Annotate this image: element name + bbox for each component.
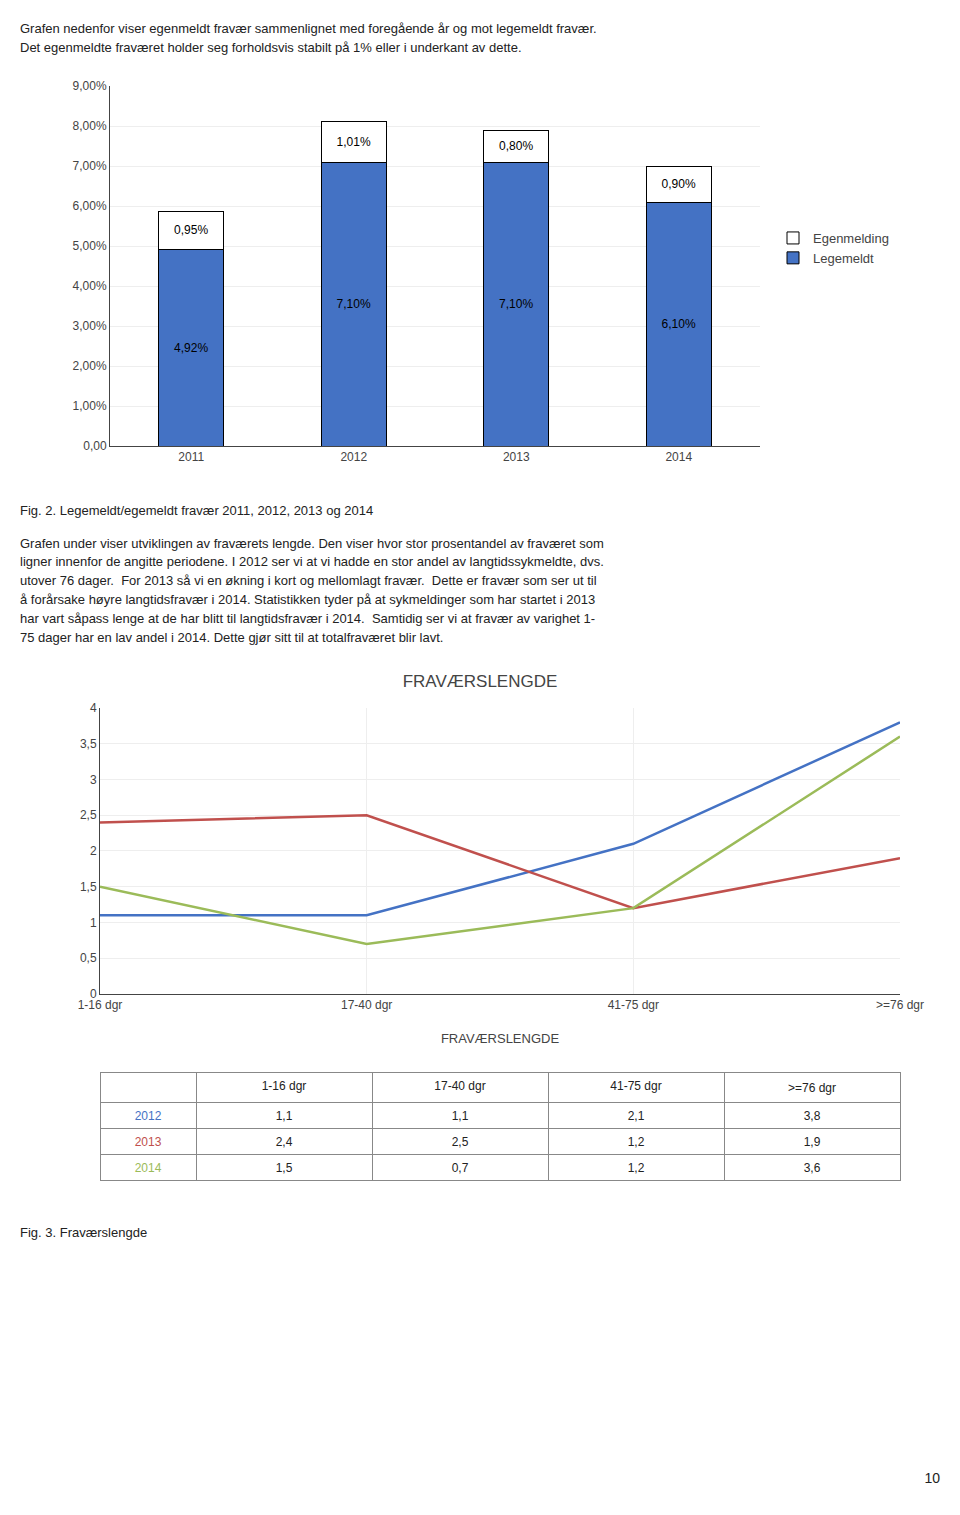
svg-text:2014: 2014 [665, 450, 692, 464]
svg-text:0,90%: 0,90% [662, 177, 696, 191]
svg-text:2012: 2012 [135, 1108, 162, 1122]
svg-text:41-75 dgr: 41-75 dgr [610, 1078, 661, 1092]
svg-text:0,00: 0,00 [83, 439, 107, 453]
html-text:Grafen under viser utviklingen: Grafen under viser utviklingen av fravær… [20, 535, 604, 645]
svg-text:3,5: 3,5 [80, 737, 97, 751]
svg-text:Legemeldt: Legemeldt [813, 251, 874, 266]
svg-text:1,1: 1,1 [452, 1108, 469, 1122]
svg-text:2,4: 2,4 [276, 1134, 293, 1148]
svg-text:Egenmelding: Egenmelding [813, 231, 889, 246]
svg-text:1,00%: 1,00% [73, 399, 107, 413]
svg-text:1,5: 1,5 [80, 880, 97, 894]
svg-text:2013: 2013 [503, 450, 530, 464]
svg-text:7,10%: 7,10% [499, 297, 533, 311]
svg-text:3: 3 [90, 772, 97, 786]
svg-text:0,5: 0,5 [80, 951, 97, 965]
html-text:Det egenmeldte fraværet holder: Det egenmeldte fraværet holder seg forho… [20, 39, 522, 55]
svg-text:6,10%: 6,10% [662, 317, 696, 331]
svg-text:3,6: 3,6 [804, 1160, 821, 1174]
svg-text:0,95%: 0,95% [174, 223, 208, 237]
svg-text:FRAVÆRSLENGDE: FRAVÆRSLENGDE [441, 1031, 560, 1046]
svg-text:2,5: 2,5 [452, 1134, 469, 1148]
svg-text:2,00%: 2,00% [73, 359, 107, 373]
svg-text:1,1: 1,1 [276, 1108, 293, 1122]
svg-text:41-75 dgr: 41-75 dgr [608, 998, 659, 1012]
svg-text:1,01%: 1,01% [337, 134, 371, 148]
svg-text:5,00%: 5,00% [73, 239, 107, 253]
svg-text:1-16 dgr: 1-16 dgr [78, 998, 123, 1012]
svg-text:7,10%: 7,10% [337, 297, 371, 311]
html-text:Fig. 2. Legemeldt/egemeldt fra: Fig. 2. Legemeldt/egemeldt fravær 2011, … [20, 502, 374, 518]
svg-text:FRAVÆRSLENGDE: FRAVÆRSLENGDE [403, 671, 558, 690]
svg-text:7,00%: 7,00% [73, 159, 107, 173]
svg-text:0,7: 0,7 [452, 1160, 469, 1174]
svg-text:17-40 dgr: 17-40 dgr [341, 998, 392, 1012]
svg-text:8,00%: 8,00% [73, 119, 107, 133]
svg-text:2012: 2012 [340, 450, 367, 464]
svg-text:1: 1 [90, 915, 97, 929]
svg-text:4,92%: 4,92% [174, 340, 208, 354]
html-text:Grafen nedenfor viser egenmeld: Grafen nedenfor viser egenmeldt fravær s… [20, 21, 597, 36]
svg-text:2,5: 2,5 [80, 808, 97, 822]
svg-text:2,1: 2,1 [628, 1108, 645, 1122]
html-text:10: 10 [924, 1470, 940, 1486]
html-text:Fig. 3. Fraværslengde: Fig. 3. Fraværslengde [20, 1224, 148, 1240]
svg-text:4,00%: 4,00% [73, 279, 107, 293]
svg-text:2: 2 [90, 844, 97, 858]
svg-text:0,80%: 0,80% [499, 139, 533, 153]
svg-text:4: 4 [90, 701, 97, 715]
svg-text:2014: 2014 [135, 1160, 162, 1174]
svg-text:3,8: 3,8 [804, 1108, 821, 1122]
svg-text:9,00%: 9,00% [73, 79, 107, 93]
svg-text:17-40 dgr: 17-40 dgr [434, 1078, 485, 1092]
svg-text:2013: 2013 [135, 1134, 162, 1148]
svg-text:1,2: 1,2 [628, 1134, 645, 1148]
svg-text:>=76 dgr: >=76 dgr [876, 998, 924, 1012]
svg-text:1,2: 1,2 [628, 1160, 645, 1174]
svg-text:1,9: 1,9 [804, 1134, 821, 1148]
svg-text:6,00%: 6,00% [73, 199, 107, 213]
svg-text:1,5: 1,5 [276, 1160, 293, 1174]
svg-text:3,00%: 3,00% [73, 319, 107, 333]
svg-text:>=76 dgr: >=76 dgr [788, 1080, 836, 1094]
svg-text:1-16 dgr: 1-16 dgr [262, 1078, 307, 1092]
svg-text:2011: 2011 [178, 450, 204, 464]
svg-text:0: 0 [90, 987, 97, 1001]
